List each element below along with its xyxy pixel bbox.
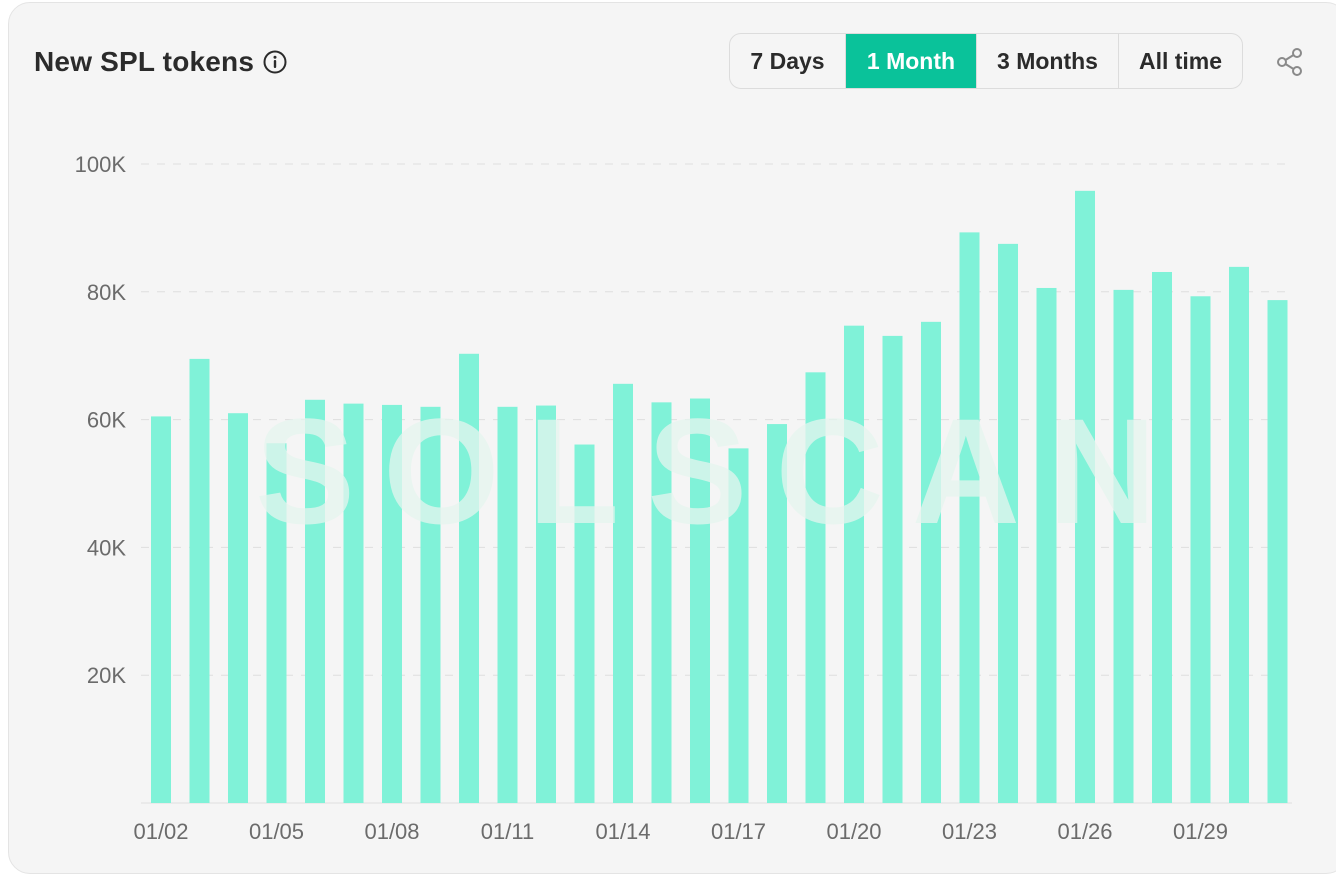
bar-01-23[interactable] [959,232,980,804]
bar-01-30[interactable] [1229,266,1249,803]
bar-01-16[interactable] [690,398,710,803]
bar-01-15[interactable] [651,402,672,803]
bar-01-03[interactable] [189,358,210,803]
y-tick-label: 80K [87,280,126,305]
bar-01-04[interactable] [228,413,248,803]
bar-01-22[interactable] [921,321,941,803]
bar-01-26[interactable] [1075,190,1095,803]
bar-01-25[interactable] [1036,287,1057,803]
bar-01-29[interactable] [1190,296,1211,803]
bar-01-13[interactable] [574,444,595,803]
bar-01-17[interactable] [728,448,749,803]
chart-title: New SPL tokens [34,46,255,77]
y-tick-label: 20K [87,663,126,688]
range-1-month-button[interactable]: 1 Month [846,34,977,88]
y-tick-label: 100K [75,152,127,177]
bar-01-08[interactable] [382,404,402,803]
bar-01-21[interactable] [882,335,903,803]
bar-01-24[interactable] [998,243,1018,803]
range-all-time-button[interactable]: All time [1138,47,1223,74]
x-tick-label: 01/02 [133,819,188,844]
bar-01-28[interactable] [1152,271,1172,804]
chart-header: New SPL tokens [34,42,288,82]
bar-01-27[interactable] [1113,289,1134,803]
x-tick-label: 01/23 [942,819,997,844]
bar-01-07[interactable] [343,403,364,803]
x-tick-label: 01/11 [481,819,534,844]
x-tick-label: 01/29 [1173,819,1228,844]
bar-01-20[interactable] [844,325,864,803]
bar-01-11[interactable] [497,406,518,803]
time-range-selector: 7 Days 1 Month 3 Months All time [729,33,1243,89]
x-tick-label: 01/17 [711,819,766,844]
bar-01-05[interactable] [266,443,287,803]
bar-01-14[interactable] [613,383,633,803]
bar-01-02[interactable] [151,416,171,803]
bar-01-12[interactable] [536,405,556,803]
share-icon[interactable] [1274,46,1306,78]
bar-01-18[interactable] [767,424,787,803]
bar-01-10[interactable] [459,353,479,803]
range-3-months-button[interactable]: 3 Months [977,34,1119,88]
bar-01-31[interactable] [1267,300,1288,803]
range-7-days-button[interactable]: 7 Days [730,34,846,88]
bar-01-19[interactable] [805,372,826,803]
x-tick-label: 01/05 [249,819,304,844]
x-tick-label: 01/26 [1057,819,1112,844]
bar-01-09[interactable] [420,406,441,803]
x-tick-label: 01/08 [364,819,419,844]
bar-01-06[interactable] [305,399,325,803]
x-tick-label: 01/14 [595,819,650,844]
y-tick-label: 40K [87,535,126,560]
x-tick-label: 01/20 [826,819,881,844]
y-tick-label: 60K [87,408,126,433]
info-circle-icon[interactable] [262,49,288,75]
